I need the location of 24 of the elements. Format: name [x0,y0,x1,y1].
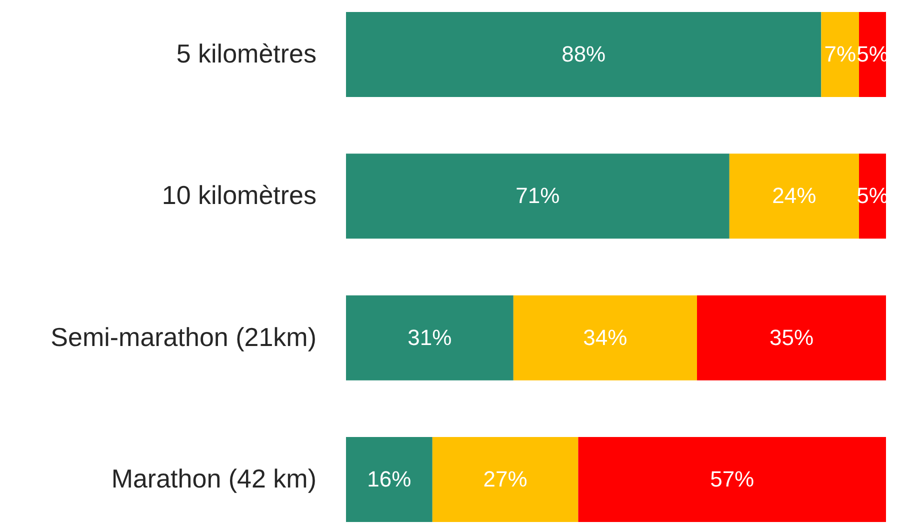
bar [697,295,886,380]
bar [346,295,514,380]
data-label: 27% [483,466,528,492]
bar [346,12,822,97]
bar [346,437,432,522]
data-label: 71% [516,183,560,208]
data-label: 34% [583,324,628,350]
bar [578,437,886,522]
data-label: 7% [824,42,856,66]
data-label: 88% [562,42,606,66]
data-label: 57% [710,466,754,492]
bar [346,154,730,239]
y-tick-label: Marathon (42 km) [111,464,316,494]
y-tick-label: 10 kilomètres [162,180,316,210]
data-label: 35% [769,324,814,350]
y-tick-label: Semi-marathon (21km) [50,322,316,352]
bar [729,154,859,239]
bar [513,295,697,380]
y-tick-label: 5 kilomètres [176,38,316,68]
data-label: 16% [367,466,412,492]
data-label: 31% [408,324,452,350]
bar [432,437,578,522]
bar [821,12,859,97]
data-label: 24% [772,183,816,208]
